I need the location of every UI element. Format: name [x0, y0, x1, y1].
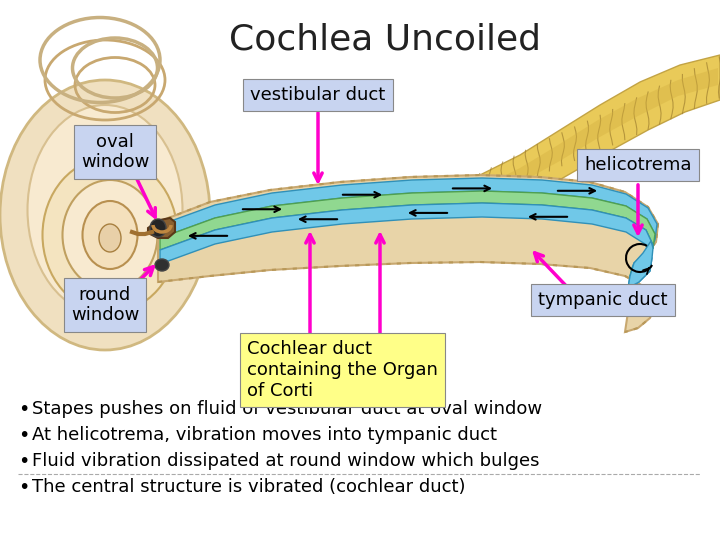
Polygon shape: [435, 68, 718, 218]
Ellipse shape: [63, 180, 158, 290]
Polygon shape: [158, 175, 658, 332]
Ellipse shape: [99, 224, 121, 252]
Text: •: •: [18, 426, 30, 445]
Text: •: •: [18, 400, 30, 419]
Ellipse shape: [27, 105, 182, 315]
Text: At helicotrema, vibration moves into tympanic duct: At helicotrema, vibration moves into tym…: [32, 426, 497, 444]
Polygon shape: [628, 241, 653, 288]
Polygon shape: [160, 178, 657, 268]
Text: Fluid vibration dissipated at round window which bulges: Fluid vibration dissipated at round wind…: [32, 452, 539, 470]
Ellipse shape: [0, 80, 210, 350]
Text: Cochlear duct
containing the Organ
of Corti: Cochlear duct containing the Organ of Co…: [247, 340, 438, 400]
Ellipse shape: [83, 201, 138, 269]
Ellipse shape: [155, 259, 169, 271]
Polygon shape: [148, 218, 175, 238]
Text: vestibular duct: vestibular duct: [251, 86, 386, 104]
Text: round
window: round window: [71, 286, 139, 325]
Polygon shape: [430, 55, 720, 230]
Text: tympanic duct: tympanic duct: [539, 291, 667, 309]
Text: The central structure is vibrated (cochlear duct): The central structure is vibrated (cochl…: [32, 478, 466, 496]
Ellipse shape: [150, 219, 166, 237]
Polygon shape: [160, 191, 655, 276]
Text: oval
window: oval window: [81, 133, 149, 171]
Text: helicotrema: helicotrema: [584, 156, 692, 174]
Text: Cochlea Uncoiled: Cochlea Uncoiled: [229, 22, 541, 56]
Polygon shape: [160, 203, 653, 288]
Ellipse shape: [42, 158, 178, 313]
Text: •: •: [18, 478, 30, 497]
Text: •: •: [18, 452, 30, 471]
Text: Stapes pushes on fluid of vestibular duct at oval window: Stapes pushes on fluid of vestibular duc…: [32, 400, 542, 418]
